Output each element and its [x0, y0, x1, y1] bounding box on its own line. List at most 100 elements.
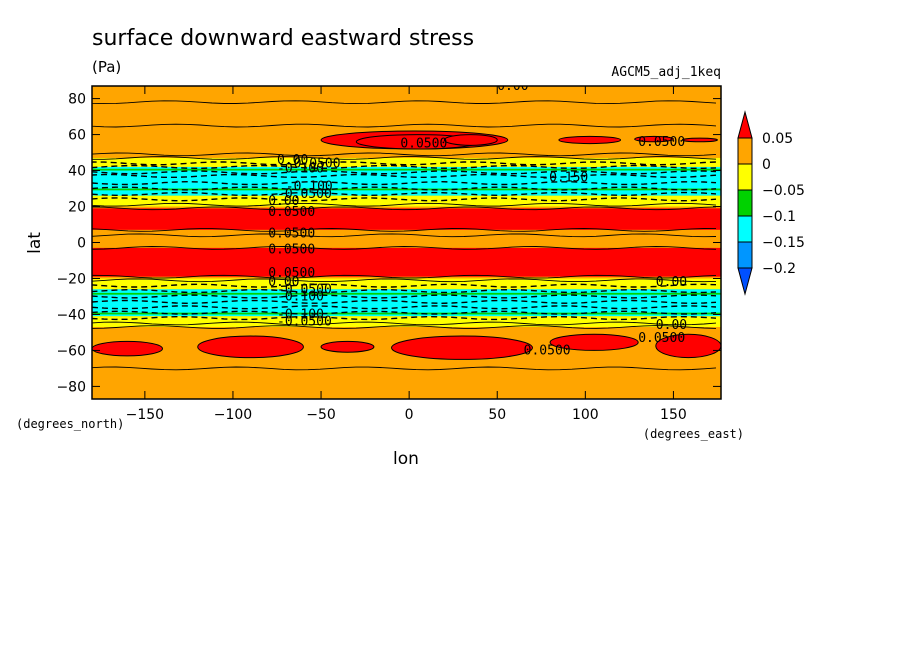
lat-band	[92, 229, 721, 248]
contour-label: -0.0500	[277, 282, 332, 297]
contour-label: -0.100	[277, 162, 324, 177]
contour-label: -0.0500	[277, 315, 332, 330]
contour-label: 0.00	[656, 275, 687, 290]
colorbar-segment	[737, 137, 753, 165]
y-tick-label: −20	[56, 271, 86, 287]
positive-stress-patch	[92, 340, 163, 357]
colorbar-legend: 0.05 0 −0.05 −0.1 −0.15 −0.2	[737, 110, 805, 296]
y-tick-label: −40	[56, 307, 86, 323]
contour-label: 0.0500	[268, 266, 315, 281]
contour-line	[92, 156, 717, 160]
contour-label: -0.100	[277, 289, 324, 304]
contour-line	[92, 278, 717, 283]
contour-line	[92, 305, 717, 310]
contour-line	[92, 161, 717, 166]
lat-band	[92, 157, 721, 167]
positive-stress-patch	[655, 333, 721, 359]
contour-label: 0.0500	[268, 243, 315, 258]
lat-band-edge	[92, 188, 721, 191]
x-tick-label: −50	[306, 407, 336, 423]
run-label: AGCM5_adj_1keq	[611, 65, 721, 80]
contour-label: -0.100	[286, 180, 333, 195]
plot-area	[92, 86, 721, 399]
colorbar-arrow-top	[737, 110, 753, 139]
contour-line	[92, 173, 717, 179]
colorbar-label: 0	[762, 157, 771, 173]
positive-stress-patch	[391, 335, 533, 360]
contour-label: 0.0500	[400, 137, 447, 152]
colorbar-segment	[737, 215, 753, 243]
contour-label: -0.0500	[286, 156, 341, 171]
contour-label: 0.00	[268, 275, 299, 290]
lat-band	[92, 195, 721, 207]
positive-stress-patch	[549, 333, 639, 351]
contour-line	[92, 197, 717, 202]
contour-line	[92, 186, 717, 191]
contour-line	[92, 294, 717, 299]
contour-line	[92, 206, 717, 211]
contour-label: 0.0500	[638, 135, 685, 150]
positive-stress-patch	[320, 340, 375, 353]
x-tick-label: −100	[214, 407, 252, 423]
lat-band-edge	[92, 292, 721, 295]
contour-label: -0.0500	[277, 187, 332, 202]
x-tick-label: 150	[660, 407, 687, 423]
contour-line	[92, 299, 717, 305]
x-unit-label: (degrees_east)	[643, 427, 744, 441]
contour-label: 0.0500	[268, 205, 315, 220]
chart-units: (Pa)	[92, 58, 121, 76]
contour-label: -0.100	[277, 307, 324, 322]
contour-labels: 0.000.0500 0.05000.00-0.0500-0.100-0.150-…	[268, 79, 687, 358]
y-tick-label: 20	[68, 200, 86, 216]
lat-band	[92, 86, 721, 126]
x-tick-label: 50	[488, 407, 506, 423]
lat-band	[92, 316, 721, 328]
colorbar-label: −0.15	[762, 235, 805, 251]
x-tick-label: 100	[572, 407, 599, 423]
contour-line	[92, 228, 717, 232]
contour-label: 0.00	[656, 318, 687, 333]
colorbar-segment	[737, 241, 753, 269]
y-tick-label: 80	[68, 92, 86, 108]
contour-line	[92, 170, 717, 175]
positive-stress-patch	[197, 335, 304, 359]
lat-band	[92, 208, 721, 230]
positive-stress-patch	[681, 137, 718, 143]
lat-band	[92, 247, 721, 277]
y-axis: 80 60 40 20 0 −20 −40 −60 −80	[56, 92, 721, 395]
lat-band-edge	[92, 168, 721, 171]
y-tick-label: 40	[68, 164, 86, 180]
contour-line	[92, 315, 717, 321]
y-axis-label: lat	[25, 232, 45, 254]
contour-label: 0.00	[497, 79, 528, 94]
positive-stress-patch	[634, 135, 674, 143]
colorbar-label: −0.1	[762, 209, 796, 225]
contour-label: 0.0500	[638, 331, 685, 346]
y-tick-label: 60	[68, 128, 86, 144]
y-unit-label: (degrees_north)	[16, 417, 124, 431]
contour-label: 0.0500	[268, 227, 315, 242]
contour-label: -0.150	[541, 171, 588, 186]
colorbar-label: −0.05	[762, 183, 805, 199]
x-axis: −150 −100 −50 0 50 100 150	[126, 86, 687, 423]
contour-label: 0.00	[277, 153, 308, 168]
contour-line	[92, 310, 717, 315]
x-tick-label: −150	[126, 407, 164, 423]
contour-line	[92, 100, 717, 105]
y-tick-label: −60	[56, 343, 86, 359]
y-tick-label: −80	[56, 379, 86, 395]
y-tick-label: 0	[77, 236, 86, 252]
colorbar-label: −0.2	[762, 261, 796, 277]
x-tick-label: 0	[405, 407, 414, 423]
colorbar-segment	[737, 163, 753, 191]
contour-line	[92, 233, 717, 238]
x-axis-label: lon	[393, 449, 419, 469]
contour-label: 0.0500	[524, 343, 571, 358]
colorbar-segment	[737, 189, 753, 217]
lat-band	[92, 278, 721, 290]
colorbar-arrow-bottom	[737, 267, 753, 296]
positive-stress-patch	[558, 135, 622, 145]
contour-line	[92, 321, 717, 326]
contour-line	[92, 274, 717, 279]
